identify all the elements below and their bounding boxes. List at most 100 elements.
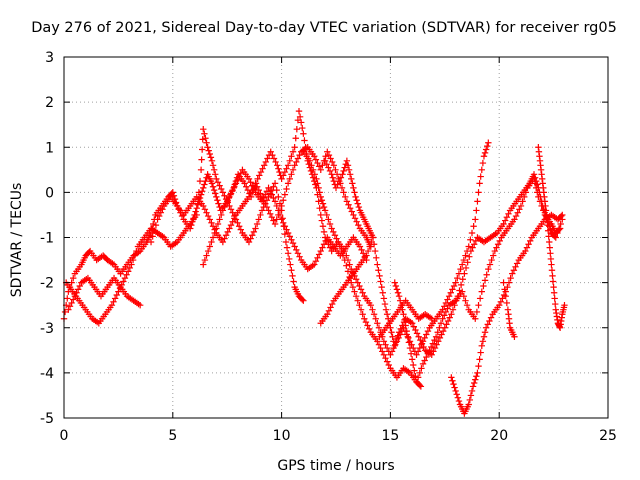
data-point <box>476 356 483 363</box>
data-point <box>382 341 389 348</box>
data-point <box>412 326 419 334</box>
data-point <box>490 252 497 259</box>
data-point <box>214 197 221 204</box>
data-point <box>450 282 458 290</box>
data-point <box>265 207 272 214</box>
data-point <box>351 215 359 222</box>
data-point <box>120 278 127 285</box>
data-point <box>237 226 244 233</box>
data-point <box>265 184 272 192</box>
data-point <box>257 168 265 176</box>
data-point <box>250 185 258 193</box>
data-point <box>549 272 556 280</box>
data-point <box>551 233 558 240</box>
data-point <box>327 304 334 311</box>
data-point <box>196 177 204 185</box>
data-point <box>247 235 254 242</box>
data-point <box>401 316 408 324</box>
data-point <box>475 362 482 370</box>
data-point <box>331 232 339 239</box>
data-point <box>322 237 329 245</box>
data-point <box>243 183 250 190</box>
data-point <box>382 306 390 313</box>
data-point <box>374 320 381 327</box>
data-point <box>376 272 383 280</box>
data-point <box>200 126 207 133</box>
data-point <box>129 256 137 264</box>
data-point <box>531 174 539 181</box>
data-point <box>534 181 541 188</box>
data-point <box>229 186 236 194</box>
series-track-7 <box>317 234 377 327</box>
data-point <box>262 158 270 166</box>
data-point <box>391 342 398 349</box>
data-point <box>317 166 324 174</box>
data-point <box>293 158 300 166</box>
data-point <box>341 256 348 264</box>
data-point <box>483 271 490 278</box>
data-point <box>477 349 484 356</box>
data-point <box>222 232 230 239</box>
y-tick-label: 3 <box>45 50 54 66</box>
data-point <box>467 247 475 255</box>
data-point <box>436 324 443 331</box>
data-point <box>110 298 117 306</box>
data-point <box>193 211 200 219</box>
data-point <box>407 350 415 357</box>
data-point <box>121 274 129 282</box>
data-point <box>462 264 470 272</box>
data-point <box>262 200 269 207</box>
data-point <box>487 314 495 321</box>
data-point <box>275 193 282 201</box>
data-point <box>496 301 503 309</box>
data-point <box>503 299 511 307</box>
data-point <box>259 165 266 172</box>
data-point <box>133 247 140 255</box>
data-point <box>210 166 218 174</box>
data-point <box>375 341 383 348</box>
data-point <box>342 193 349 201</box>
data-point <box>315 251 323 258</box>
data-point <box>344 268 352 275</box>
data-point <box>416 382 423 389</box>
data-point <box>269 151 276 159</box>
data-point <box>330 162 338 169</box>
data-point <box>263 203 271 211</box>
data-point <box>213 175 220 183</box>
data-point <box>286 255 293 263</box>
data-point <box>212 171 219 178</box>
data-point <box>510 267 518 274</box>
data-point <box>312 156 320 163</box>
data-point <box>351 288 358 295</box>
data-point <box>344 162 352 169</box>
x-tick-label: 0 <box>60 428 69 444</box>
data-point <box>428 343 435 351</box>
data-point <box>474 198 481 205</box>
data-point <box>247 190 254 197</box>
data-points <box>60 107 568 417</box>
data-point <box>439 327 447 335</box>
data-point <box>286 233 293 240</box>
data-point <box>258 207 266 214</box>
data-point <box>283 165 290 172</box>
data-point <box>208 180 216 187</box>
data-point <box>434 329 441 336</box>
data-point <box>423 331 430 338</box>
data-point <box>394 289 402 296</box>
data-point <box>320 203 328 211</box>
data-point <box>204 212 212 220</box>
data-point <box>227 206 235 213</box>
data-point <box>108 301 116 309</box>
data-point <box>289 166 297 174</box>
data-point <box>343 262 350 269</box>
data-point <box>470 379 478 387</box>
data-point <box>550 283 557 291</box>
data-point <box>474 369 481 377</box>
data-point <box>278 175 285 183</box>
data-point <box>450 380 457 388</box>
data-point <box>245 175 253 183</box>
data-point <box>226 193 233 201</box>
data-point <box>252 225 259 232</box>
data-point <box>169 189 176 196</box>
data-point <box>398 301 405 309</box>
